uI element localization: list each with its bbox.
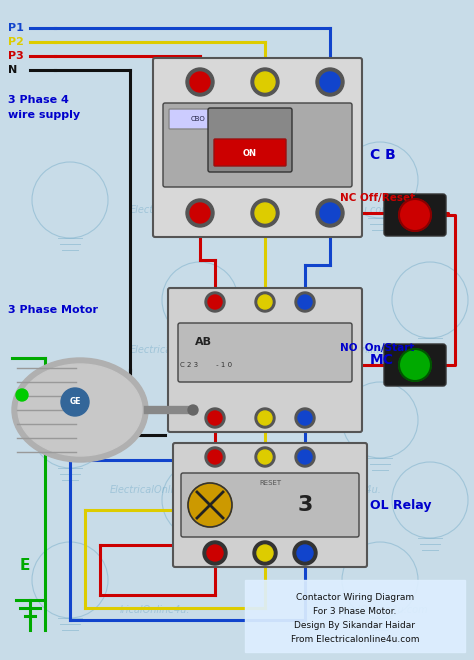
Circle shape [253,541,277,565]
FancyBboxPatch shape [181,473,359,537]
Circle shape [258,450,272,464]
Circle shape [188,405,198,415]
Circle shape [186,199,214,227]
Circle shape [205,447,225,467]
Text: CBO: CBO [191,116,205,122]
Circle shape [258,411,272,425]
Circle shape [207,545,223,561]
Circle shape [298,295,312,309]
FancyBboxPatch shape [169,109,226,129]
Text: 3 Phase 4: 3 Phase 4 [8,95,69,105]
Text: calOnline4u.com.: calOnline4u.com. [310,205,395,215]
FancyBboxPatch shape [384,344,446,386]
Circle shape [295,292,315,312]
Circle shape [251,68,279,96]
Circle shape [255,292,275,312]
Circle shape [205,292,225,312]
Circle shape [255,408,275,428]
Text: C B: C B [370,148,396,162]
FancyBboxPatch shape [163,103,352,187]
Text: OL Relay: OL Relay [370,498,431,512]
FancyBboxPatch shape [173,443,367,567]
Circle shape [258,295,272,309]
Text: Design By Sikandar Haidar: Design By Sikandar Haidar [294,620,416,630]
Text: Contactor Wiring Diagram: Contactor Wiring Diagram [296,593,414,601]
Text: E: E [20,558,30,572]
Text: ElectricalOnline4u.: ElectricalOnline4u. [110,485,202,495]
Text: NC Off/Reset: NC Off/Reset [340,193,415,203]
Circle shape [399,349,431,381]
Text: 3 Phase Motor: 3 Phase Motor [8,305,98,315]
Circle shape [297,545,313,561]
Text: NO  On/Start: NO On/Start [340,343,414,353]
Text: C 2 3        - 1 0: C 2 3 - 1 0 [180,362,232,368]
Bar [245,580,465,652]
Circle shape [208,450,222,464]
Text: lricalOnline4u.: lricalOnline4u. [120,605,191,615]
Text: GE: GE [69,397,81,407]
Circle shape [298,411,312,425]
FancyBboxPatch shape [178,323,352,382]
Circle shape [320,72,340,92]
Text: RESET: RESET [259,480,281,486]
Text: ON: ON [243,148,257,158]
Circle shape [208,295,222,309]
FancyBboxPatch shape [384,194,446,236]
Text: ElectricalOnline4u.: ElectricalOnline4u. [130,345,222,355]
Circle shape [320,203,340,223]
Text: P1: P1 [8,23,24,33]
Ellipse shape [12,358,148,462]
FancyBboxPatch shape [208,108,292,172]
FancyBboxPatch shape [168,288,362,432]
Circle shape [251,199,279,227]
Text: P3: P3 [8,51,24,61]
Text: wire supply: wire supply [8,110,80,120]
Text: AB: AB [195,337,212,347]
Circle shape [203,541,227,565]
Circle shape [255,203,275,223]
FancyBboxPatch shape [153,58,362,237]
Text: ElectricalOnline4u.: ElectricalOnline4u. [290,485,382,495]
Circle shape [16,389,28,401]
Circle shape [190,203,210,223]
Circle shape [255,447,275,467]
Circle shape [257,545,273,561]
Text: ricalOnline4u.com: ricalOnline4u.com [340,605,428,615]
Circle shape [190,72,210,92]
Circle shape [61,388,89,416]
Circle shape [293,541,317,565]
Text: From Electricalonline4u.com: From Electricalonline4u.com [291,634,419,644]
FancyBboxPatch shape [214,139,286,166]
Circle shape [316,199,344,227]
Text: For 3 Phase Motor.: For 3 Phase Motor. [313,607,397,616]
Text: ElectricalOnline4u.: ElectricalOnline4u. [310,345,402,355]
Text: ElectricalOnline4u.: ElectricalOnline4u. [130,205,222,215]
Text: 3: 3 [297,495,313,515]
Circle shape [295,447,315,467]
Circle shape [208,411,222,425]
Circle shape [295,408,315,428]
Text: N: N [8,65,17,75]
Text: P2: P2 [8,37,24,47]
Ellipse shape [18,364,142,456]
Circle shape [188,483,232,527]
Circle shape [399,199,431,231]
Circle shape [298,450,312,464]
Circle shape [255,72,275,92]
Text: MC: MC [370,353,394,367]
Circle shape [186,68,214,96]
Circle shape [316,68,344,96]
Circle shape [205,408,225,428]
